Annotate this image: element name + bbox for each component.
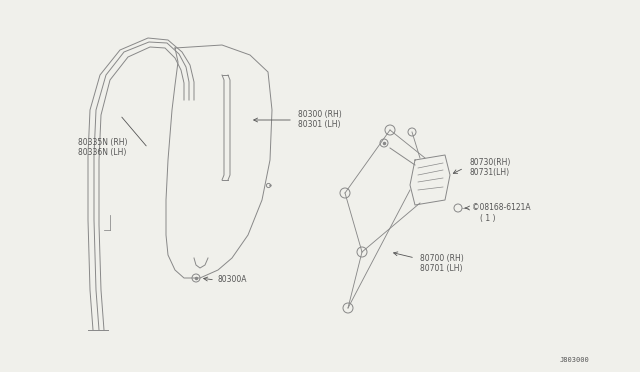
Text: 80300 (RH): 80300 (RH) xyxy=(298,110,342,119)
Text: 80301 (LH): 80301 (LH) xyxy=(298,121,340,129)
Text: 80700 (RH): 80700 (RH) xyxy=(420,253,464,263)
Text: J803000: J803000 xyxy=(560,357,589,363)
Text: 80300A: 80300A xyxy=(218,276,248,285)
Text: 80731(LH): 80731(LH) xyxy=(469,169,509,177)
Text: ©08168-6121A: ©08168-6121A xyxy=(472,203,531,212)
Text: 80730(RH): 80730(RH) xyxy=(469,158,510,167)
Text: 80335N (RH): 80335N (RH) xyxy=(78,138,127,148)
Text: 80336N (LH): 80336N (LH) xyxy=(78,148,126,157)
Text: ( 1 ): ( 1 ) xyxy=(480,214,495,222)
Text: 80701 (LH): 80701 (LH) xyxy=(420,263,463,273)
